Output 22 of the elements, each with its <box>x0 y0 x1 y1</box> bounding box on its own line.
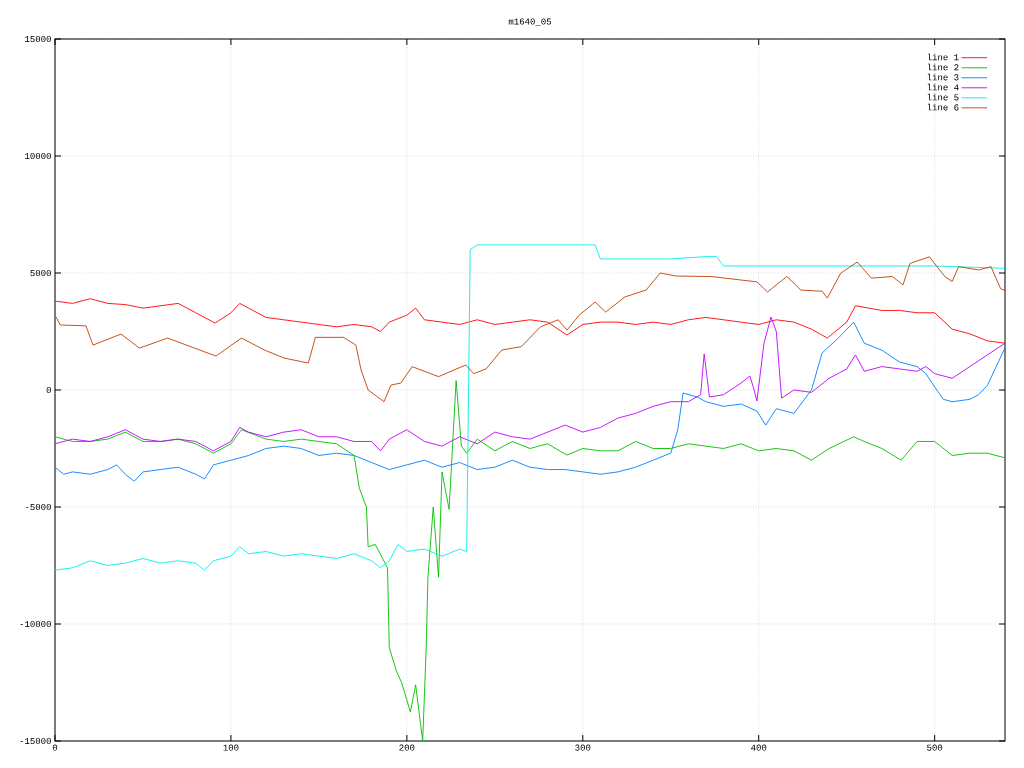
legend-label: line 4 <box>927 83 959 91</box>
legend-label: line 6 <box>927 103 959 111</box>
chart-title: m1640_05 <box>508 18 552 26</box>
line-series <box>55 256 1006 403</box>
x-tick-label: 500 <box>927 744 943 751</box>
legend-label: line 5 <box>927 93 959 101</box>
line-series <box>55 316 1006 452</box>
y-tick-label: 15000 <box>25 35 51 43</box>
x-tick-label: 400 <box>751 744 767 751</box>
legend-label: line 1 <box>927 53 959 61</box>
x-tick-label: 300 <box>575 744 591 751</box>
y-tick-label: -15000 <box>20 737 51 745</box>
y-tick-label: -10000 <box>20 620 51 628</box>
legend-label: line 3 <box>927 73 959 81</box>
legend-label: line 2 <box>927 63 959 71</box>
y-tick-label: 10000 <box>25 152 51 160</box>
x-tick-label: 0 <box>52 744 58 751</box>
y-tick-label: 5000 <box>30 269 51 277</box>
x-tick-label: 100 <box>223 744 239 751</box>
y-tick-label: -5000 <box>25 503 51 511</box>
x-tick-label: 200 <box>399 744 415 751</box>
y-tick-label: 0 <box>46 386 51 394</box>
